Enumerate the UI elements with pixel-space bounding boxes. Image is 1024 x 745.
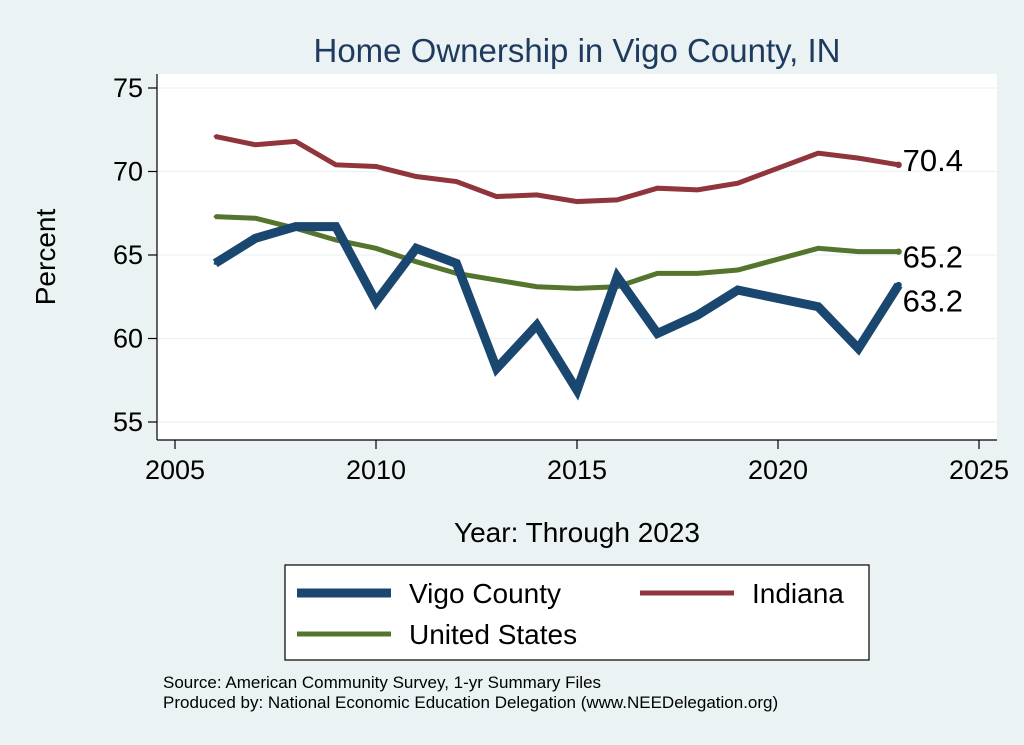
data-point-indiana <box>454 180 458 184</box>
data-point-united-states <box>655 271 659 275</box>
x-tick-label: 2020 <box>748 455 808 485</box>
data-point-united-states <box>253 216 257 220</box>
data-point-indiana <box>615 198 619 202</box>
source-note: Source: American Community Survey, 1-yr … <box>163 673 601 692</box>
x-tick-label: 2025 <box>949 455 1009 485</box>
producer-note: Produced by: National Economic Education… <box>163 693 778 712</box>
data-point-vigo-county <box>495 367 499 371</box>
end-marker-united-states <box>895 248 902 255</box>
data-point-indiana <box>856 156 860 160</box>
x-tick-label: 2015 <box>547 455 607 485</box>
data-point-vigo-county <box>414 246 418 250</box>
data-point-indiana <box>816 151 820 155</box>
end-label-vigo-county: 63.2 <box>903 284 963 319</box>
data-point-vigo-county <box>816 305 820 309</box>
end-marker-vigo-county <box>895 281 902 289</box>
data-point-vigo-county <box>253 236 257 240</box>
legend-label-vigo-county: Vigo County <box>409 578 561 609</box>
x-axis-title: Year: Through 2023 <box>454 517 700 548</box>
data-point-vigo-county <box>655 331 659 335</box>
data-point-vigo-county <box>535 323 539 327</box>
data-point-indiana <box>414 175 418 179</box>
end-label-united-states: 65.2 <box>903 239 963 274</box>
data-point-vigo-county <box>696 313 700 317</box>
data-point-indiana <box>575 200 579 204</box>
data-point-indiana <box>294 139 298 143</box>
data-point-indiana <box>213 134 217 138</box>
data-point-vigo-county <box>334 225 338 229</box>
grid-lines <box>157 87 997 423</box>
axis-ticks: 55 60 65 70 75 2005 2010 2015 2020 2025 <box>113 73 1009 485</box>
data-point-indiana <box>736 181 740 185</box>
data-point-indiana <box>334 163 338 167</box>
data-point-vigo-county <box>213 261 217 265</box>
data-point-indiana <box>253 143 257 147</box>
data-point-indiana <box>495 195 499 199</box>
chart-title: Home Ownership in Vigo County, IN <box>313 32 840 69</box>
end-labels: 65.2 70.4 63.2 <box>895 143 963 319</box>
y-axis-title: Percent <box>30 209 61 306</box>
data-point-united-states <box>696 271 700 275</box>
data-point-vigo-county <box>615 275 619 279</box>
data-point-united-states <box>213 215 217 219</box>
data-point-indiana <box>535 193 539 197</box>
data-point-united-states <box>736 268 740 272</box>
data-point-united-states <box>495 278 499 282</box>
x-tick-label: 2010 <box>346 455 406 485</box>
y-tick-label: 65 <box>113 240 143 270</box>
y-tick-label: 60 <box>113 324 143 354</box>
data-point-vigo-county <box>856 347 860 351</box>
data-point-indiana <box>374 164 378 168</box>
data-point-united-states <box>334 238 338 242</box>
data-point-united-states <box>535 285 539 289</box>
legend <box>284 564 870 661</box>
legend-label-indiana: Indiana <box>752 578 844 609</box>
y-tick-label: 70 <box>113 157 143 187</box>
end-marker-indiana <box>895 161 902 169</box>
data-point-vigo-county <box>374 300 378 304</box>
y-tick-label: 75 <box>113 73 143 103</box>
data-point-united-states <box>374 246 378 250</box>
data-point-united-states <box>575 286 579 290</box>
data-point-vigo-county <box>294 225 298 229</box>
data-point-united-states <box>856 250 860 254</box>
data-point-vigo-county <box>454 261 458 265</box>
data-point-indiana <box>696 188 700 192</box>
end-label-indiana: 70.4 <box>903 143 963 178</box>
data-point-vigo-county <box>575 388 579 392</box>
data-point-united-states <box>414 260 418 264</box>
legend-entries: Vigo County Indiana United States <box>297 578 844 650</box>
y-tick-label: 55 <box>113 407 143 437</box>
data-point-united-states <box>816 246 820 250</box>
legend-label-united-states: United States <box>409 619 577 650</box>
x-tick-label: 2005 <box>145 455 205 485</box>
data-point-vigo-county <box>736 288 740 292</box>
data-point-indiana <box>655 186 659 190</box>
